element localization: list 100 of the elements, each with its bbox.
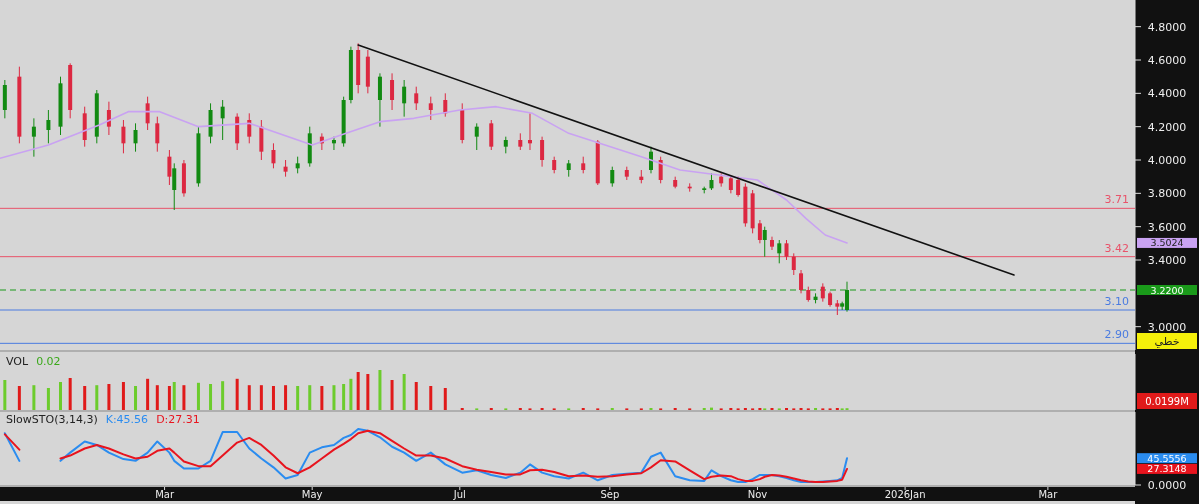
candlestick (46, 109, 51, 144)
candlestick (247, 112, 252, 144)
candlestick (474, 122, 479, 151)
bar (32, 385, 36, 410)
y-tick-label: 3.0000 (1147, 320, 1187, 334)
y-tick-label: 4.8000 (1147, 20, 1187, 34)
ref-line-label: 3.2200 (1150, 284, 1184, 296)
candlestick (155, 116, 160, 153)
bar (46, 388, 50, 410)
y-tick-label: 45.5556 (1147, 452, 1187, 464)
bar (221, 381, 225, 410)
text: خطي (1154, 335, 1180, 348)
y-tick-label: 3.6000 (1147, 220, 1187, 234)
x-tick-label: Nov (747, 489, 768, 500)
text: 0.0199M (1145, 396, 1189, 407)
bar (95, 385, 99, 410)
candlestick (428, 96, 433, 121)
text: 0.02 (36, 355, 61, 368)
x-tick-label: Mar (1038, 489, 1059, 500)
text: D:27.31 (156, 413, 200, 426)
candlestick (167, 149, 172, 186)
candlestick (610, 166, 615, 188)
bar (182, 385, 186, 410)
bar (390, 380, 394, 410)
y-tick-label: 4.0000 (1147, 154, 1187, 167)
candlestick (762, 226, 767, 258)
y-tick-label: 3.5024 (1150, 237, 1184, 249)
bar (429, 386, 433, 410)
y-tick-label: 4.4000 (1147, 87, 1187, 101)
y-tick-label: 4.2000 (1147, 120, 1187, 134)
bar (349, 378, 353, 410)
candlestick (121, 119, 126, 154)
candlestick (402, 79, 407, 118)
y-tick-label: 27.3148 (1147, 463, 1187, 475)
candlestick (220, 99, 225, 141)
candlestick (799, 269, 804, 294)
candlestick (648, 146, 653, 174)
bar (121, 382, 125, 410)
bar (17, 386, 21, 410)
bar (342, 384, 346, 410)
x-tick-label: Jul (452, 489, 466, 500)
bar (296, 386, 300, 410)
bar (146, 378, 150, 410)
candlestick (791, 252, 796, 276)
bar (209, 384, 213, 410)
bar (155, 385, 159, 410)
candlestick (540, 136, 545, 168)
candlestick (527, 112, 532, 151)
bar (59, 382, 62, 410)
candlestick (31, 117, 36, 158)
candlestick (777, 239, 782, 264)
candlestick (331, 136, 336, 151)
bar (172, 382, 176, 410)
candlestick (443, 92, 448, 118)
candlestick (390, 72, 395, 111)
bar (332, 385, 336, 410)
candlestick (658, 156, 663, 184)
bar (68, 378, 72, 410)
bar (443, 388, 447, 410)
y-tick-label: 4.6000 (1147, 54, 1187, 67)
bar (247, 385, 251, 410)
line-series (0, 105, 848, 244)
bar (414, 382, 418, 410)
bar (366, 374, 370, 410)
bar (402, 374, 406, 410)
bar (284, 385, 288, 410)
candlestick (271, 142, 276, 169)
candlestick (784, 239, 789, 261)
candlestick (172, 162, 177, 211)
chart-title: SlowSTO(3,14,3) (6, 413, 98, 426)
candlestick (106, 101, 111, 136)
chart-title: VOL (6, 355, 29, 368)
bar (235, 378, 239, 410)
bar (320, 386, 324, 410)
bar (271, 386, 275, 410)
bar (259, 385, 263, 410)
bar (378, 370, 382, 410)
candlestick (820, 282, 825, 303)
y-tick-label: 3.4000 (1147, 254, 1187, 267)
bar (196, 382, 200, 410)
ref-line-label: 3.42 (1104, 241, 1129, 255)
ref-line-label: 3.71 (1104, 193, 1129, 207)
bar (3, 380, 7, 410)
series-label: K:45.56 (105, 413, 149, 426)
candlestick (377, 72, 382, 128)
x-tick-label: May (301, 489, 323, 500)
x-tick-label: Mar (155, 489, 175, 500)
bar (167, 386, 171, 410)
bar (107, 384, 111, 410)
bar (356, 372, 360, 410)
candlestick (757, 219, 762, 244)
y-tick-label: 3.8000 (1147, 187, 1187, 201)
candlestick (769, 236, 774, 251)
ref-line-label: 2.90 (1104, 328, 1129, 342)
candlestick (414, 86, 419, 111)
y-tick-label: 0.0000 (1147, 479, 1187, 492)
candlestick (145, 96, 150, 131)
bar (134, 386, 138, 410)
bar (83, 386, 87, 410)
ref-line-label: 3.10 (1104, 295, 1129, 308)
